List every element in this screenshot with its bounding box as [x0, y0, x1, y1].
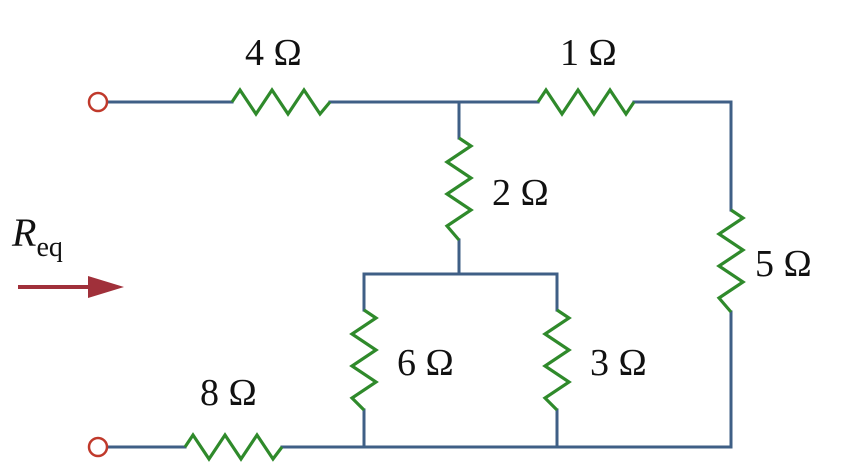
req-subscript: eq [36, 232, 62, 263]
terminals [87, 91, 109, 458]
label-5-ohm: 5 Ω [755, 243, 812, 285]
top-terminal[interactable] [87, 91, 109, 113]
resistor-2-ohm [444, 136, 474, 242]
label-1-ohm: 1 Ω [560, 32, 617, 74]
req-symbol: R [11, 210, 36, 255]
label-8-ohm: 8 Ω [200, 372, 257, 414]
req-arrow-head [88, 276, 124, 298]
label-4-ohm: 4 Ω [245, 32, 302, 74]
top-wire [106, 100, 733, 212]
req-label: Req [11, 210, 63, 263]
label-3-ohm: 3 Ω [590, 342, 647, 384]
resistor-5-ohm [716, 208, 746, 314]
resistors [183, 87, 746, 462]
resistor-3-ohm [542, 308, 572, 412]
resistor-1-ohm [536, 87, 636, 117]
resistor-labels: 4 Ω 1 Ω 2 Ω 5 Ω 6 Ω 3 Ω 8 Ω [200, 32, 812, 414]
bottom-terminal[interactable] [87, 436, 109, 458]
wires [106, 100, 733, 449]
middle-branch-wire [362, 100, 559, 312]
label-2-ohm: 2 Ω [492, 172, 549, 214]
bottom-wire [106, 408, 733, 449]
resistor-4-ohm [230, 87, 332, 117]
resistor-8-ohm [183, 432, 284, 462]
req-indicator: Req [11, 210, 124, 298]
label-6-ohm: 6 Ω [397, 342, 454, 384]
resistor-6-ohm [349, 308, 379, 412]
